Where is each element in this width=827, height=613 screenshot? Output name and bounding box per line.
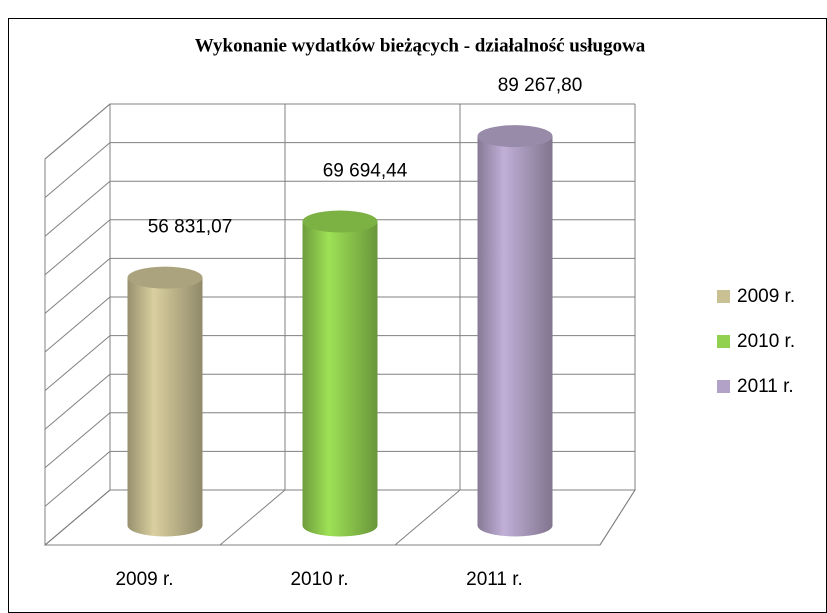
- data-label: 89 267,80: [498, 75, 583, 96]
- legend-label: 2009 r.: [737, 286, 795, 307]
- floor-divider: [219, 489, 286, 546]
- legend-label: 2010 r.: [737, 331, 795, 352]
- bar: [127, 277, 203, 537]
- floor-divider: [44, 489, 111, 546]
- bar-top: [127, 266, 203, 289]
- bar-top: [477, 125, 553, 148]
- data-label: 56 831,07: [148, 217, 233, 238]
- bar: [477, 136, 553, 537]
- floor-divider: [599, 489, 636, 546]
- bar-top: [302, 210, 378, 233]
- legend-label: 2011 r.: [737, 376, 794, 397]
- x-tick-label: 2010 r.: [290, 569, 348, 590]
- data-label: 69 694,44: [323, 161, 408, 182]
- legend-swatch: [717, 290, 730, 303]
- bar: [302, 221, 378, 537]
- x-tick-label: 2009 r.: [115, 569, 173, 590]
- legend-swatch: [717, 335, 730, 348]
- chart-title: Wykonanie wydatków bieżących - działalno…: [195, 35, 646, 56]
- legend-swatch: [717, 380, 730, 393]
- floor-divider: [394, 489, 461, 546]
- x-tick-label: 2011 r.: [466, 569, 523, 590]
